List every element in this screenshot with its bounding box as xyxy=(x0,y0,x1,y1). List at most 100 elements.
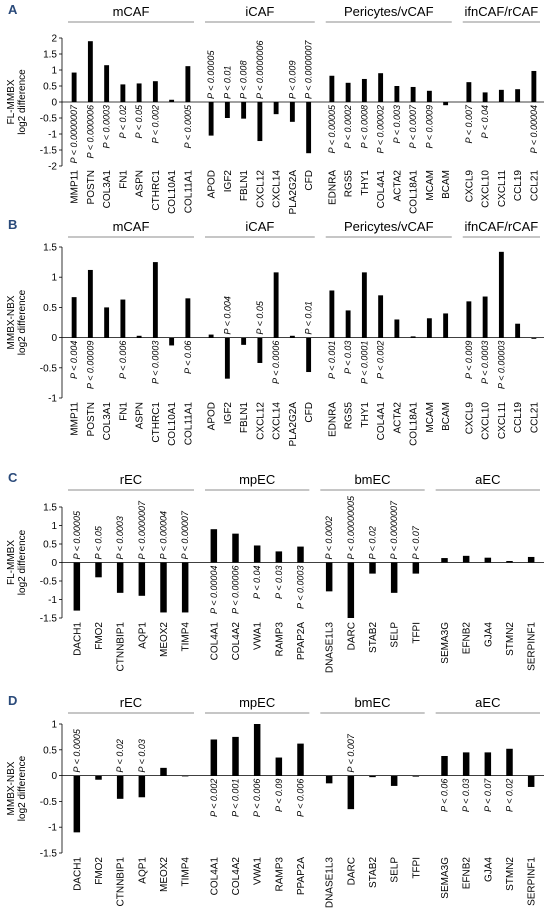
category-label: PPAP2A xyxy=(296,857,307,895)
p-value-label: P < 0.07 xyxy=(483,778,493,812)
bar xyxy=(136,335,142,338)
category-label: CCL19 xyxy=(513,170,524,202)
category-label: CTHRC1 xyxy=(151,170,162,211)
category-label: SELP xyxy=(390,622,401,648)
category-label: COL11A1 xyxy=(183,402,194,446)
p-value-label: P < 0.009 xyxy=(287,61,297,99)
group-header: mpEC xyxy=(239,472,275,487)
bar xyxy=(224,102,230,118)
category-label: DARC xyxy=(346,622,357,650)
y-tick-label: 0.5 xyxy=(43,303,57,314)
p-value-label: P < 0.02 xyxy=(115,739,125,772)
p-value-label: P < 0.0005 xyxy=(183,104,193,148)
p-value-label: P < 0.00004 xyxy=(209,566,219,614)
category-label: MCAM xyxy=(425,170,436,201)
bar xyxy=(232,533,239,563)
p-value-label: P < 0.07 xyxy=(411,525,421,559)
group-header: Pericytes/vCAF xyxy=(344,219,434,234)
group-header: iCAF xyxy=(245,4,274,19)
category-label: FMO2 xyxy=(94,622,105,650)
p-value-label: P < 0.02 xyxy=(505,779,515,812)
y-tick-label: 0 xyxy=(51,771,57,782)
category-label: DACH1 xyxy=(72,622,83,656)
category-label: APOD xyxy=(207,402,218,430)
group-header: Pericytes/vCAF xyxy=(344,4,434,19)
p-value-label: P < 0.03 xyxy=(137,739,147,772)
group-header: mpEC xyxy=(239,695,275,710)
category-label: ACTA2 xyxy=(392,170,403,202)
category-label: FN1 xyxy=(118,402,129,421)
group-header: bmEC xyxy=(354,695,390,710)
y-axis-label: FL-MMBX xyxy=(6,540,17,585)
bar xyxy=(95,775,102,780)
y-tick-label: -1.5 xyxy=(40,849,58,860)
bar xyxy=(410,86,416,102)
category-label: CXCL10 xyxy=(481,170,492,208)
bar xyxy=(498,89,504,102)
bar xyxy=(160,562,167,613)
bar xyxy=(104,65,110,102)
y-tick-label: -1 xyxy=(48,823,57,834)
y-tick-label: 1.5 xyxy=(43,243,57,254)
bar xyxy=(275,551,283,563)
category-label: COL4A1 xyxy=(376,170,387,209)
category-label: COL3A1 xyxy=(102,170,113,209)
bar xyxy=(169,337,175,346)
p-value-label: P < 0.00006 xyxy=(231,566,241,614)
p-value-label: P < 0.00005 xyxy=(72,510,82,559)
y-tick-label: -1.5 xyxy=(40,614,58,625)
p-value-label: P < 0.0009 xyxy=(424,105,434,148)
y-tick-label: -1 xyxy=(48,130,57,141)
y-axis-label: MMBX-NBX xyxy=(6,761,17,815)
bar xyxy=(325,562,333,592)
category-label: APOD xyxy=(207,170,218,198)
bar xyxy=(484,557,492,563)
panel-label: D xyxy=(8,693,17,708)
category-label: PPAP2A xyxy=(296,622,307,660)
p-value-label: P < 0.06 xyxy=(440,779,450,812)
category-label: BCAM xyxy=(441,402,452,431)
bar xyxy=(426,90,432,102)
p-value-label: P < 0.00004 xyxy=(159,511,169,559)
bar xyxy=(257,337,263,363)
y-tick-label: 0.5 xyxy=(43,745,57,756)
bar xyxy=(87,269,93,338)
bar xyxy=(224,337,230,379)
category-label: THY1 xyxy=(360,402,371,428)
p-value-label: P < 0.04 xyxy=(252,566,262,599)
p-value-label: P < 0.0000007 xyxy=(304,40,314,99)
bar xyxy=(369,562,376,574)
category-label: FBLN1 xyxy=(239,170,250,202)
category-label: RGS5 xyxy=(344,402,355,430)
p-value-label: P < 0.02 xyxy=(118,105,128,138)
y-tick-label: -0.5 xyxy=(40,363,58,374)
category-label: ASPN xyxy=(135,402,146,429)
category-label: CTNNBIP1 xyxy=(116,622,127,672)
p-value-label: P < 0.0000007 xyxy=(389,500,399,559)
category-label: COL11A1 xyxy=(183,170,194,214)
bar xyxy=(361,272,367,338)
bar xyxy=(253,545,261,563)
bar xyxy=(347,775,355,810)
bar xyxy=(325,775,333,784)
p-value-label: P < 0.0003 xyxy=(480,341,490,384)
bar xyxy=(253,724,261,776)
category-label: DNASE1L3 xyxy=(325,622,336,674)
category-label: CCL21 xyxy=(529,402,540,434)
y-tick-label: 1.5 xyxy=(43,503,57,514)
category-label: CXCL14 xyxy=(272,402,283,440)
category-label: DNASE1L3 xyxy=(325,857,336,909)
bar xyxy=(273,102,279,115)
category-label: SERPINF1 xyxy=(527,857,538,906)
category-label: FBLN1 xyxy=(239,402,250,434)
bar xyxy=(275,757,283,776)
group-header: iCAF xyxy=(245,219,274,234)
y-tick-label: -0.5 xyxy=(40,577,58,588)
category-label: SEMA3G xyxy=(440,622,451,664)
panel-label: C xyxy=(8,470,18,485)
bar xyxy=(289,102,295,122)
y-tick-label: 0 xyxy=(51,98,57,109)
category-label: THY1 xyxy=(360,170,371,196)
p-value-label: P < 0.01 xyxy=(304,301,314,334)
bar xyxy=(306,102,312,154)
